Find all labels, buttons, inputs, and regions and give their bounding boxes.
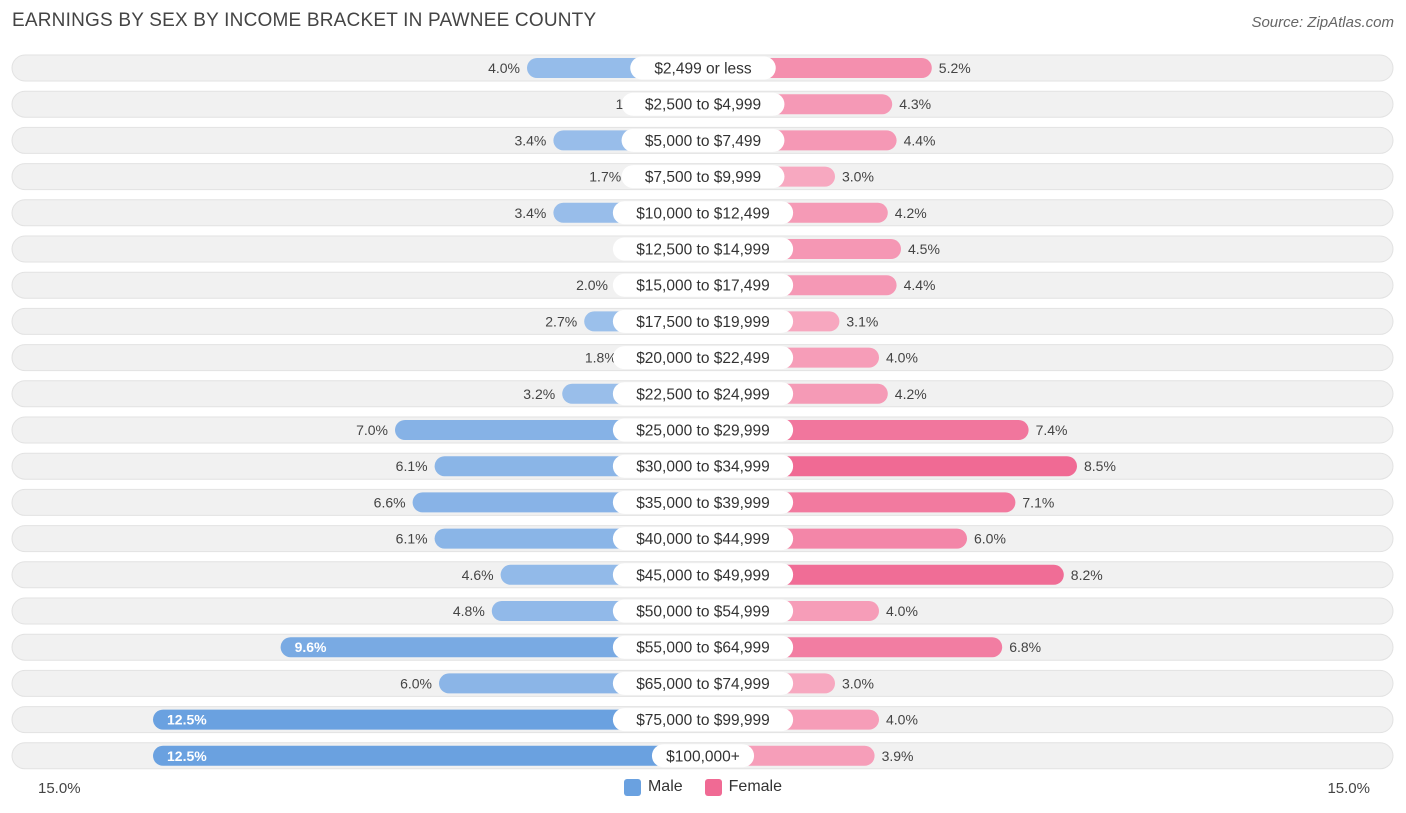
male-value-label: 4.0% <box>488 60 520 76</box>
male-value-label: 6.6% <box>374 494 406 510</box>
male-value-label: 1.7% <box>589 169 621 185</box>
category-label: $65,000 to $74,999 <box>636 676 770 693</box>
female-value-label: 4.2% <box>895 386 927 402</box>
category-label: $45,000 to $49,999 <box>636 567 770 584</box>
male-value-label: 6.1% <box>396 458 428 474</box>
source-note: Source: ZipAtlas.com <box>1251 14 1394 31</box>
male-value-label: 3.4% <box>514 132 546 148</box>
category-pill <box>630 56 776 80</box>
female-value-label: 7.4% <box>1036 422 1068 438</box>
category-label: $17,500 to $19,999 <box>636 314 770 331</box>
legend-item-female[interactable]: Female <box>704 778 783 796</box>
category-label: $75,000 to $99,999 <box>636 712 770 729</box>
female-value-label: 5.2% <box>939 60 971 76</box>
male-value-label: 6.0% <box>400 675 432 691</box>
male-value-label: 2.0% <box>576 277 608 293</box>
male-value-label: 9.6% <box>295 639 327 655</box>
category-pill <box>612 635 794 659</box>
male-value-label: 6.1% <box>396 531 428 547</box>
category-label: $35,000 to $39,999 <box>636 495 770 512</box>
male-bar <box>153 709 703 730</box>
female-value-label: 6.0% <box>974 531 1006 547</box>
category-pill <box>612 454 794 478</box>
male-value-label: 4.6% <box>462 567 494 583</box>
category-label: $40,000 to $44,999 <box>636 531 770 548</box>
female-bar <box>703 456 1077 477</box>
category-pill <box>651 744 755 768</box>
category-pill <box>612 671 794 695</box>
category-pill <box>612 346 794 370</box>
female-value-label: 4.5% <box>908 241 940 257</box>
male-value-label: 1.8% <box>585 350 617 366</box>
legend: Male Female <box>0 778 1406 796</box>
category-label: $20,000 to $22,499 <box>636 350 770 367</box>
female-value-label: 8.2% <box>1071 567 1103 583</box>
category-label: $2,500 to $4,999 <box>645 97 761 114</box>
female-value-label: 4.4% <box>904 277 936 293</box>
male-value-label: 3.2% <box>523 386 555 402</box>
female-bar <box>703 564 1064 585</box>
female-value-label: 4.4% <box>904 132 936 148</box>
category-pill <box>612 418 794 442</box>
axis-right-label: 15.0% <box>1327 780 1370 797</box>
female-value-label: 4.0% <box>886 712 918 728</box>
female-value-label: 4.0% <box>886 350 918 366</box>
category-pill <box>612 201 794 225</box>
female-value-label: 3.1% <box>846 313 878 329</box>
male-bar <box>280 637 703 658</box>
male-bar <box>153 745 703 766</box>
female-value-label: 3.0% <box>842 169 874 185</box>
female-value-label: 4.2% <box>895 205 927 221</box>
male-value-label: 4.8% <box>453 603 485 619</box>
category-pill <box>612 563 794 587</box>
category-label: $100,000+ <box>666 748 740 765</box>
chart-title: EARNINGS BY SEX BY INCOME BRACKET IN PAW… <box>12 10 597 31</box>
category-pill <box>612 708 794 732</box>
legend-female-label: Female <box>728 778 783 795</box>
legend-item-male[interactable]: Male <box>623 778 683 796</box>
female-value-label: 6.8% <box>1009 639 1041 655</box>
category-pill <box>612 237 794 261</box>
legend-male-label: Male <box>647 778 683 795</box>
female-swatch-icon <box>704 778 722 796</box>
female-value-label: 7.1% <box>1022 494 1054 510</box>
category-label: $5,000 to $7,499 <box>645 133 761 150</box>
category-pill <box>612 527 794 551</box>
female-value-label: 4.3% <box>899 96 931 112</box>
female-value-label: 3.9% <box>882 748 914 764</box>
male-value-label: 12.5% <box>167 748 207 764</box>
male-swatch-icon <box>623 778 641 796</box>
category-label: $2,499 or less <box>654 61 752 78</box>
male-value-label: 12.5% <box>167 712 207 728</box>
category-label: $25,000 to $29,999 <box>636 423 770 440</box>
male-value-label: 3.4% <box>514 205 546 221</box>
axis-left-label: 15.0% <box>38 780 81 797</box>
male-value-label: 2.7% <box>545 313 577 329</box>
category-pill <box>612 382 794 406</box>
category-label: $55,000 to $64,999 <box>636 640 770 657</box>
category-pill <box>621 92 785 116</box>
male-value-label: 7.0% <box>356 422 388 438</box>
category-label: $30,000 to $34,999 <box>636 459 770 476</box>
category-pill <box>612 309 794 333</box>
category-label: $12,500 to $14,999 <box>636 242 770 259</box>
category-pill <box>621 128 785 152</box>
female-value-label: 8.5% <box>1084 458 1116 474</box>
category-pill <box>612 599 794 623</box>
category-label: $15,000 to $17,499 <box>636 278 770 295</box>
category-label: $50,000 to $54,999 <box>636 604 770 621</box>
female-value-label: 4.0% <box>886 603 918 619</box>
category-label: $10,000 to $12,499 <box>636 205 770 222</box>
female-value-label: 3.0% <box>842 675 874 691</box>
category-label: $22,500 to $24,999 <box>636 386 770 403</box>
category-pill <box>621 165 785 189</box>
category-pill <box>612 490 794 514</box>
category-label: $7,500 to $9,999 <box>645 169 761 186</box>
category-pill <box>612 273 794 297</box>
